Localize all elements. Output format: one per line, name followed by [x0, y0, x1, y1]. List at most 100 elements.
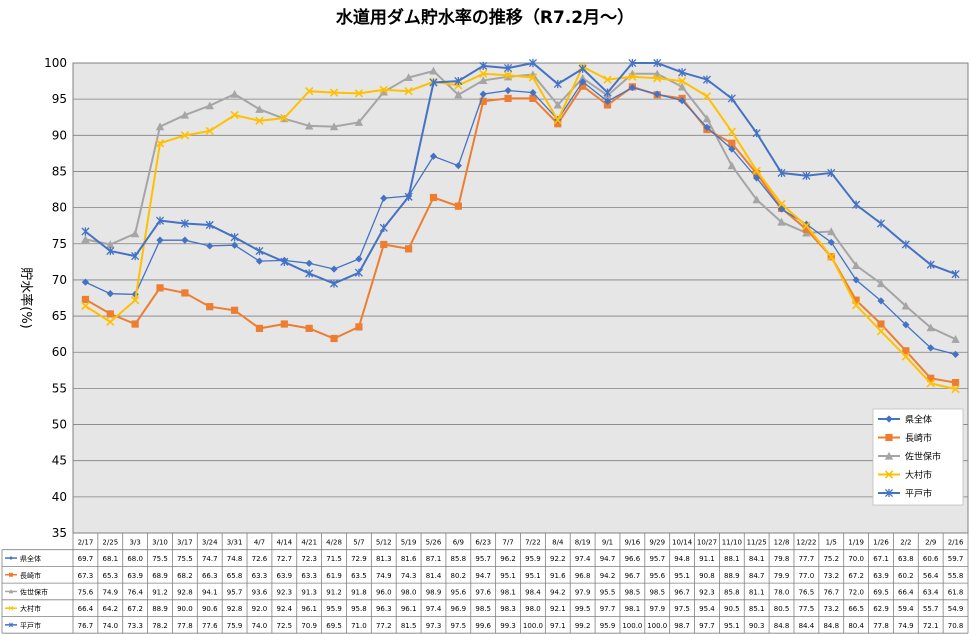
table-cell: 95.8: [351, 605, 367, 613]
point: [802, 220, 811, 228]
x-tick-label: 8/19: [575, 538, 591, 546]
table-cell: 94.8: [674, 555, 690, 563]
point: [354, 118, 364, 126]
table-cell: 99.6: [475, 622, 491, 630]
table-cell: 97.1: [550, 622, 566, 630]
table-cell: 92.4: [277, 605, 293, 613]
table-cell: 56.4: [923, 572, 939, 580]
y-tick-label: 65: [52, 309, 67, 323]
point: [603, 97, 612, 105]
table-cell: 92.8: [177, 588, 193, 596]
point: [678, 97, 686, 105]
y-tick-label: 100: [44, 56, 67, 70]
table-cell: 60.2: [898, 572, 914, 580]
table-cell: 96.6: [625, 555, 641, 563]
table-cell: 68.9: [152, 572, 168, 580]
point: [579, 82, 587, 90]
series-1: [81, 82, 960, 387]
legend-label: 長崎市: [905, 432, 932, 444]
point: [106, 310, 114, 318]
x-tick-label: 9/16: [625, 538, 641, 546]
table-cell: 80.5: [774, 605, 790, 613]
point: [926, 260, 935, 269]
point: [877, 320, 885, 328]
series-line: [84, 61, 956, 285]
table-cell: 78.2: [152, 622, 168, 630]
point: [553, 100, 562, 109]
point: [603, 101, 612, 109]
point: [329, 122, 339, 131]
y-tick-label: 75: [52, 237, 67, 251]
point: [777, 217, 786, 226]
point: [703, 123, 711, 131]
point: [454, 202, 462, 210]
table-cell: 96.7: [674, 588, 690, 596]
point: [155, 122, 165, 131]
table-cell: 63.9: [873, 572, 889, 580]
point: [927, 344, 935, 352]
point: [8, 605, 14, 611]
table-cell: 98.9: [426, 588, 442, 596]
row-label: 平戸市: [20, 621, 41, 630]
x-tick-label: 10/27: [697, 538, 717, 546]
x-tick-label: 10/14: [672, 538, 693, 546]
x-tick-label: 2/16: [948, 538, 964, 546]
table-cell: 95.1: [500, 572, 516, 580]
point: [155, 216, 165, 225]
table-cell: 74.9: [102, 588, 118, 596]
point: [951, 350, 960, 358]
point: [852, 276, 860, 284]
point: [884, 451, 894, 460]
table-cell: 90.3: [749, 622, 765, 630]
point: [81, 278, 90, 286]
point: [429, 78, 438, 87]
table-cell: 74.7: [202, 555, 218, 563]
point: [404, 87, 413, 96]
point: [603, 88, 612, 97]
table-cell: 84.4: [799, 622, 815, 630]
table-cell: 97.7: [699, 622, 715, 630]
y-axis-ticks: 35 40 45 50 55 60 65 70 75 80 85 90 95 100: [44, 56, 67, 540]
row-label: 大村市: [20, 604, 41, 613]
point: [255, 105, 264, 113]
point: [927, 374, 935, 382]
table-cell: 65.3: [102, 572, 118, 580]
series-3: [81, 62, 960, 394]
point: [379, 87, 388, 96]
table-cell: 88.9: [724, 572, 740, 580]
x-tick-label: 5/12: [376, 538, 392, 546]
table-cell: 64.2: [102, 605, 118, 613]
table-cell: 95.9: [326, 605, 342, 613]
point: [305, 87, 314, 96]
point: [777, 205, 786, 213]
table-cell: 85.1: [749, 605, 765, 613]
point: [379, 223, 388, 232]
table-cell: 93.6: [252, 588, 268, 596]
point: [876, 279, 886, 288]
plot-area: [72, 62, 969, 534]
point: [603, 75, 612, 84]
point: [553, 79, 562, 89]
table-cell: 94.7: [475, 572, 491, 580]
table-cell: 94.2: [600, 572, 616, 580]
point: [106, 317, 115, 327]
point: [628, 72, 637, 81]
point: [951, 335, 960, 343]
point: [330, 334, 338, 343]
table-cell: 84.7: [749, 572, 765, 580]
point: [901, 240, 910, 249]
table-cell: 91.8: [351, 588, 367, 596]
table-cell: 71.0: [351, 622, 367, 630]
table-cell: 61.8: [948, 588, 964, 596]
table-cell: 59.7: [948, 555, 964, 563]
table-cell: 63.3: [252, 572, 268, 580]
table-cell: 75.9: [227, 622, 243, 630]
table-cell: 98.1: [500, 588, 516, 596]
point: [405, 245, 413, 253]
table-cell: 95.1: [724, 622, 740, 630]
table-cell: 77.8: [873, 622, 889, 630]
point: [180, 110, 190, 119]
point: [628, 83, 636, 92]
x-tick-label: 3/24: [202, 538, 218, 546]
point: [902, 347, 910, 355]
